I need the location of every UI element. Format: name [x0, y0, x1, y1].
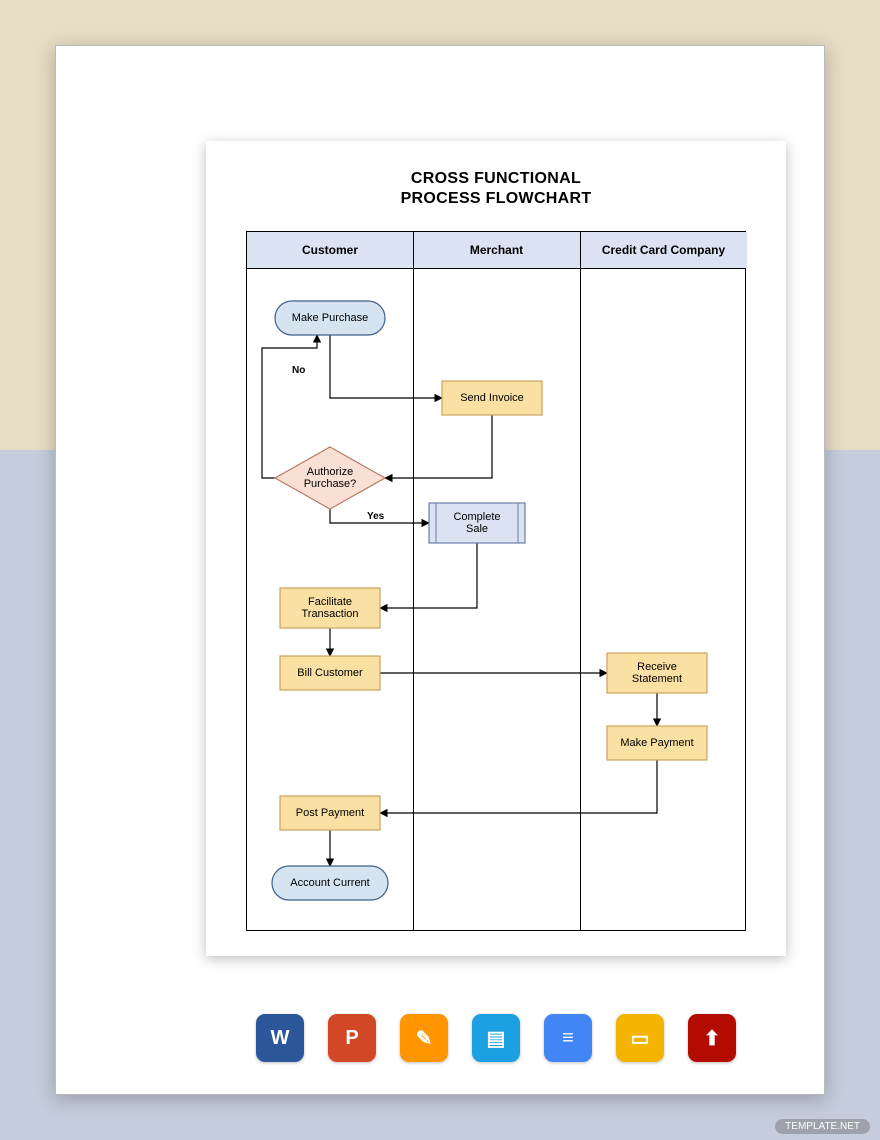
node-recv_stmt: ReceiveStatement: [607, 653, 707, 693]
node-bill_customer: Bill Customer: [280, 656, 380, 690]
pdf-icon[interactable]: ⬆: [688, 1014, 736, 1062]
edge-send_invoice-authorize: [385, 415, 492, 478]
svg-text:AuthorizePurchase?: AuthorizePurchase?: [304, 466, 357, 490]
edge-label-no: No: [292, 365, 305, 376]
outer-frame: CROSS FUNCTIONAL PROCESS FLOWCHART Custo…: [55, 45, 825, 1095]
word-icon[interactable]: W: [256, 1014, 304, 1062]
keynote-icon[interactable]: ▤: [472, 1014, 520, 1062]
node-make_payment: Make Payment: [607, 726, 707, 760]
powerpoint-icon[interactable]: P: [328, 1014, 376, 1062]
svg-text:ReceiveStatement: ReceiveStatement: [632, 661, 682, 685]
watermark-badge: TEMPLATE.NET: [775, 1119, 870, 1134]
app-icons-row: WP ✎ ▤ ≡ ▭ ⬆: [206, 1006, 786, 1070]
edge-authorize-make_purchase: [262, 335, 317, 478]
svg-text:Send Invoice: Send Invoice: [460, 392, 524, 404]
gdocs-icon[interactable]: ≡: [544, 1014, 592, 1062]
node-make_purchase: Make Purchase: [275, 301, 385, 335]
node-complete_sale: CompleteSale: [429, 503, 525, 543]
page-title: CROSS FUNCTIONAL PROCESS FLOWCHART: [206, 169, 786, 209]
node-send_invoice: Send Invoice: [442, 381, 542, 415]
svg-text:Make Payment: Make Payment: [620, 737, 693, 749]
node-acct_current: Account Current: [272, 866, 388, 900]
svg-text:Account Current: Account Current: [290, 877, 369, 889]
svg-text:Post Payment: Post Payment: [296, 807, 364, 819]
swimlane-container: Customer Merchant Credit Card Company No…: [246, 231, 746, 931]
gslides-icon[interactable]: ▭: [616, 1014, 664, 1062]
edge-complete_sale-facilitate: [380, 543, 477, 608]
svg-text:FacilitateTransaction: FacilitateTransaction: [301, 596, 358, 620]
lane-header-credit: Credit Card Company: [580, 232, 747, 268]
svg-text:Bill Customer: Bill Customer: [297, 667, 363, 679]
svg-text:Make Purchase: Make Purchase: [292, 312, 368, 324]
title-line-2: PROCESS FLOWCHART: [206, 189, 786, 209]
edge-label-yes: Yes: [367, 511, 385, 522]
node-facilitate: FacilitateTransaction: [280, 588, 380, 628]
lane-header-customer: Customer: [247, 232, 413, 268]
pages-icon[interactable]: ✎: [400, 1014, 448, 1062]
node-authorize: AuthorizePurchase?: [275, 447, 385, 509]
document-page: CROSS FUNCTIONAL PROCESS FLOWCHART Custo…: [206, 141, 786, 956]
edge-make_purchase-send_invoice: [330, 335, 442, 398]
title-line-1: CROSS FUNCTIONAL: [206, 169, 786, 189]
node-post_payment: Post Payment: [280, 796, 380, 830]
edge-make_payment-post_payment: [380, 760, 657, 813]
flowchart-svg: No Yes Make Purchase Send Invoice Authorize…: [247, 268, 747, 932]
lane-header-merchant: Merchant: [413, 232, 580, 268]
